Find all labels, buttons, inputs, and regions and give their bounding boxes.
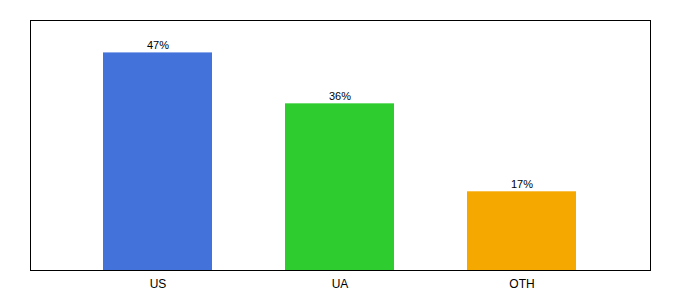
svg-text:OTH: OTH xyxy=(509,277,534,291)
svg-text:17%: 17% xyxy=(511,178,533,190)
svg-text:47%: 47% xyxy=(147,39,169,51)
svg-text:36%: 36% xyxy=(329,90,351,102)
svg-text:US: US xyxy=(150,277,167,291)
svg-text:UA: UA xyxy=(332,277,349,291)
